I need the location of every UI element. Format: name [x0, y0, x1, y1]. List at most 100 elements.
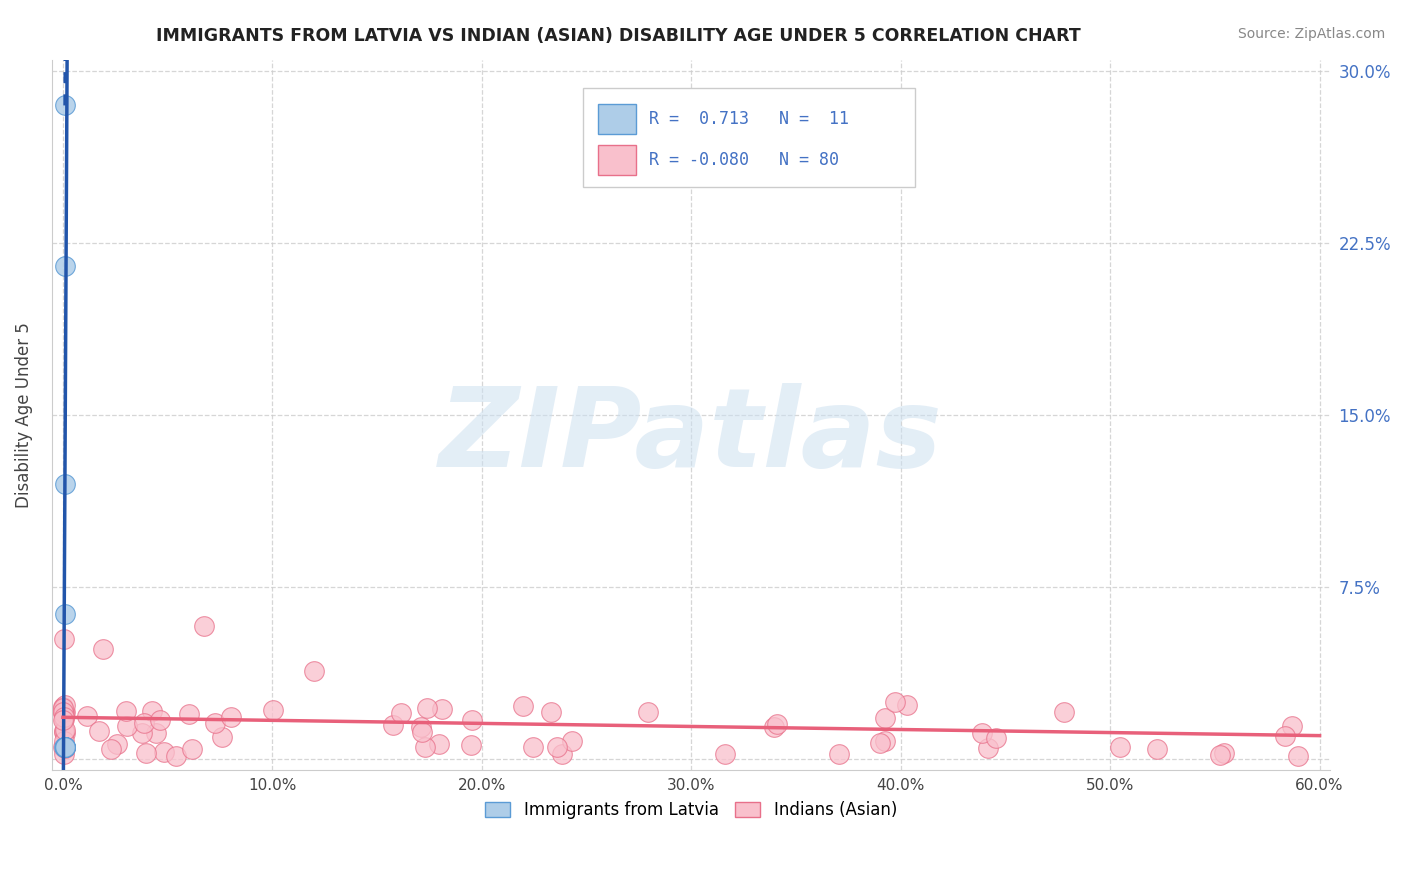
Point — [141, 704, 163, 718]
Point — [115, 719, 138, 733]
Point — [828, 747, 851, 761]
Point — [52, 710, 75, 724]
Point — [896, 698, 918, 712]
Point — [52, 706, 75, 720]
Point — [1052, 705, 1074, 719]
Point — [416, 701, 439, 715]
Point — [1209, 747, 1232, 762]
Point — [413, 739, 436, 754]
Point — [53, 259, 76, 273]
Point — [53, 726, 76, 740]
Point — [52, 713, 75, 727]
Point — [53, 740, 76, 755]
Point — [52, 740, 75, 755]
Point — [430, 702, 453, 716]
Point — [1109, 740, 1132, 755]
Point — [512, 699, 534, 714]
Point — [262, 703, 284, 717]
Point — [1274, 730, 1296, 744]
Text: R =  0.713   N =  11: R = 0.713 N = 11 — [650, 111, 849, 128]
Point — [87, 723, 110, 738]
Point — [884, 695, 907, 709]
Point — [135, 746, 157, 760]
Point — [52, 701, 75, 715]
Bar — [598, 104, 637, 134]
Point — [193, 618, 215, 632]
Point — [875, 733, 897, 747]
Point — [114, 704, 136, 718]
Point — [91, 641, 114, 656]
Point — [52, 724, 75, 739]
Point — [52, 712, 75, 726]
Text: Source: ZipAtlas.com: Source: ZipAtlas.com — [1237, 27, 1385, 41]
Point — [875, 711, 897, 725]
Point — [1146, 742, 1168, 756]
Text: R = -0.080   N = 80: R = -0.080 N = 80 — [650, 151, 839, 169]
Point — [302, 665, 325, 679]
Point — [546, 739, 568, 754]
Point — [460, 739, 482, 753]
Point — [211, 730, 233, 744]
Point — [522, 739, 544, 754]
Point — [100, 742, 122, 756]
Point — [389, 706, 412, 721]
Point — [53, 741, 76, 756]
Point — [869, 736, 891, 750]
Point — [540, 705, 562, 719]
Point — [145, 725, 167, 739]
Point — [411, 725, 433, 739]
Point — [461, 713, 484, 727]
Bar — [598, 145, 637, 175]
Point — [105, 737, 128, 751]
Point — [131, 726, 153, 740]
Point — [977, 741, 1000, 756]
Point — [986, 731, 1008, 745]
Point — [179, 707, 201, 722]
Point — [762, 720, 785, 734]
Point — [204, 716, 226, 731]
Point — [53, 740, 76, 755]
Point — [713, 747, 735, 762]
Point — [1213, 746, 1236, 760]
Point — [52, 747, 75, 761]
Legend: Immigrants from Latvia, Indians (Asian): Immigrants from Latvia, Indians (Asian) — [478, 794, 904, 826]
Point — [561, 734, 583, 748]
Point — [53, 705, 76, 719]
Point — [53, 740, 76, 755]
Point — [1281, 719, 1303, 733]
Point — [55, 740, 77, 755]
FancyBboxPatch shape — [582, 88, 915, 187]
Point — [181, 742, 204, 756]
Point — [409, 720, 432, 734]
Point — [53, 607, 76, 622]
Point — [53, 740, 76, 755]
Point — [1286, 748, 1309, 763]
Point — [53, 706, 76, 720]
Point — [52, 706, 75, 721]
Text: ZIPatlas: ZIPatlas — [439, 383, 943, 490]
Point — [427, 737, 450, 751]
Point — [53, 740, 76, 755]
Point — [132, 715, 155, 730]
Point — [52, 734, 75, 748]
Point — [53, 706, 76, 721]
Point — [153, 746, 176, 760]
Point — [52, 723, 75, 738]
Point — [382, 717, 405, 731]
Point — [53, 476, 76, 491]
Point — [637, 706, 659, 720]
Point — [53, 698, 76, 712]
Point — [53, 740, 76, 755]
Text: IMMIGRANTS FROM LATVIA VS INDIAN (ASIAN) DISABILITY AGE UNDER 5 CORRELATION CHAR: IMMIGRANTS FROM LATVIA VS INDIAN (ASIAN)… — [156, 27, 1081, 45]
Point — [165, 748, 187, 763]
Point — [219, 709, 242, 723]
Point — [53, 723, 76, 737]
Point — [76, 709, 98, 723]
Point — [149, 713, 172, 727]
Point — [551, 747, 574, 762]
Point — [766, 716, 789, 731]
Point — [53, 98, 76, 112]
Y-axis label: Disability Age Under 5: Disability Age Under 5 — [15, 322, 32, 508]
Point — [53, 632, 76, 647]
Point — [972, 725, 994, 739]
